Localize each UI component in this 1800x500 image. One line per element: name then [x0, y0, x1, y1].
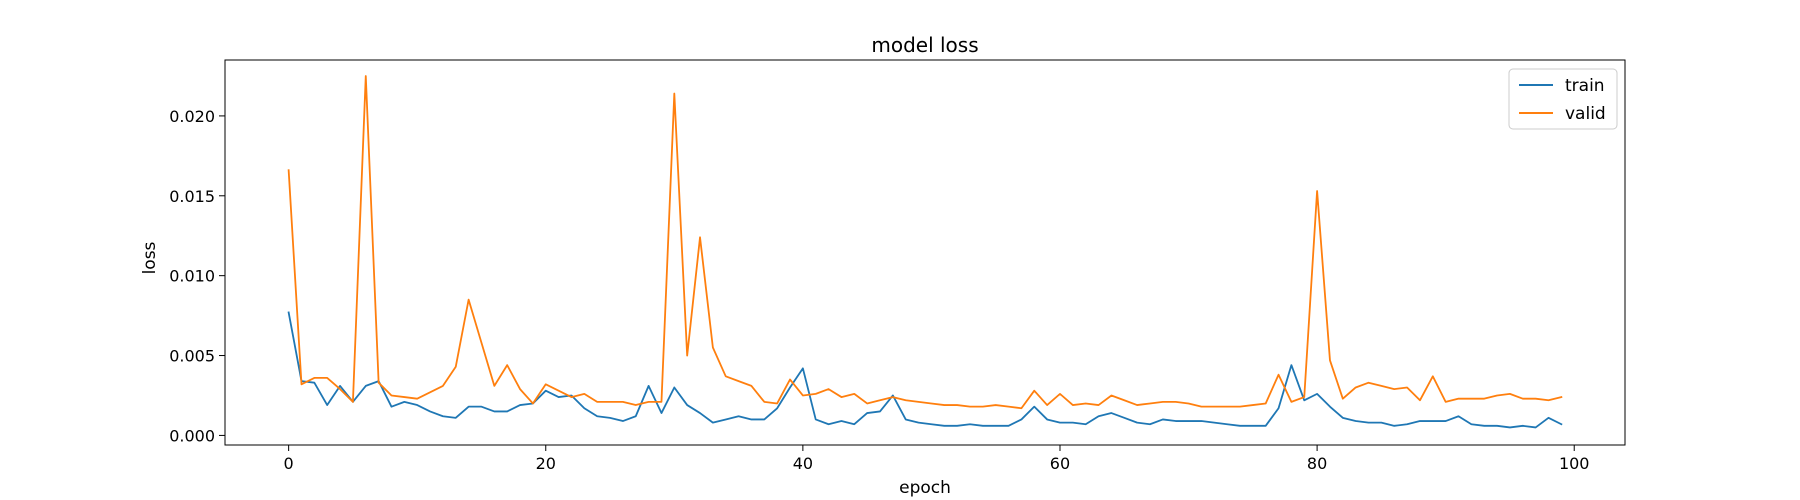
legend-label-valid: valid: [1565, 104, 1606, 124]
y-tick-label: 0.015: [169, 187, 215, 206]
x-tick-label: 40: [793, 454, 813, 473]
y-tick-label: 0.005: [169, 347, 215, 366]
y-tick-label: 0.000: [169, 426, 215, 445]
chart-title: model loss: [871, 33, 978, 57]
plot-area: 0 20 40 60 80 100 0.000 0.005 0.010 0.015 0.020: [169, 59, 1626, 473]
legend-label-train: train: [1565, 76, 1605, 96]
axes-frame: [224, 59, 1626, 446]
x-tick-label: 20: [536, 454, 556, 473]
x-tick-label: 100: [1559, 454, 1590, 473]
x-axis-label: epoch: [899, 478, 951, 498]
x-tick-label: 0: [284, 454, 294, 473]
series-line-train: [287, 311, 1563, 429]
x-tick-label: 60: [1050, 454, 1070, 473]
y-axis-label: loss: [140, 241, 160, 274]
x-tick-label: 80: [1307, 454, 1327, 473]
y-tick-label: 0.010: [169, 267, 215, 286]
series-line-valid: [287, 75, 1563, 410]
y-tick-label: 0.020: [169, 107, 215, 126]
legend: train valid: [1508, 68, 1618, 130]
